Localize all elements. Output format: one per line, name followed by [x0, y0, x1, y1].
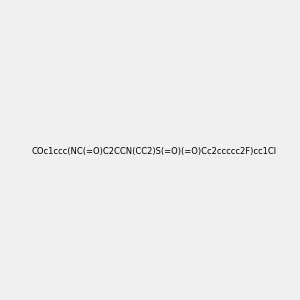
Text: COc1ccc(NC(=O)C2CCN(CC2)S(=O)(=O)Cc2ccccc2F)cc1Cl: COc1ccc(NC(=O)C2CCN(CC2)S(=O)(=O)Cc2cccc… [31, 147, 276, 156]
